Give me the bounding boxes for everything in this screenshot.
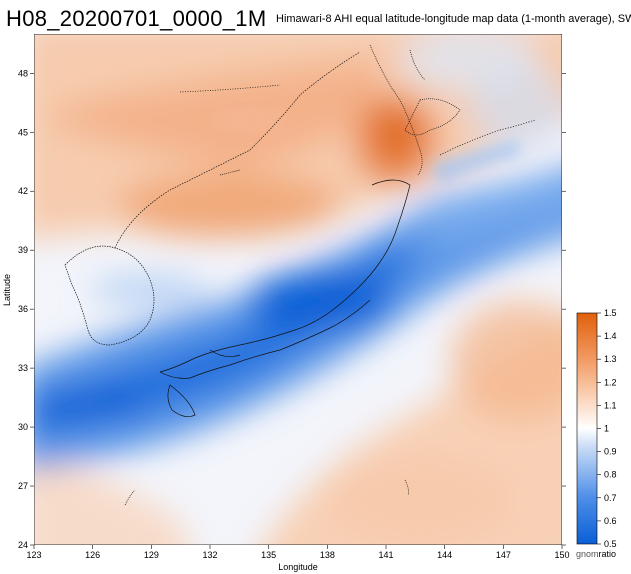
colorbar-label: gnomratio (576, 549, 616, 559)
y-axis-label: Latitude (2, 274, 12, 306)
lat-tick-label: 45 (18, 127, 28, 137)
lat-tick-label: 42 (18, 186, 28, 196)
colorbar-gradient (576, 312, 598, 545)
lat-tick-label: 24 (18, 540, 28, 550)
lon-tick-label: 150 (554, 550, 569, 560)
ratio-field (34, 34, 562, 545)
coastlines (64, 44, 536, 506)
colorbar-tick-label: 0.6 (604, 516, 617, 526)
lon-tick-label: 129 (144, 550, 159, 560)
colorbar-tick-label: 1.2 (604, 377, 617, 387)
axis-lat: 24 27 30 33 36 39 42 45 48 (18, 68, 566, 550)
map-subtitle: Himawari-8 AHI equal latitude-longitude … (276, 13, 631, 25)
colorbar-tick-label: 1.4 (604, 331, 617, 341)
colorbar-ticks: 1.5 1.4 1.3 1.2 1.1 1 0.9 0.8 0.7 0.6 0.5 (597, 308, 617, 549)
colorbar-tick-label: 0.9 (604, 447, 617, 457)
lon-tick-label: 141 (378, 550, 393, 560)
lat-tick-label: 48 (18, 68, 28, 78)
x-axis-label: Longitude (278, 562, 318, 572)
colorbar-tick-label: 1.5 (604, 308, 617, 318)
colorbar-tick-label: 0.7 (604, 493, 617, 503)
map-plot-area (34, 34, 562, 545)
map-title: H08_20200701_0000_1M (6, 6, 267, 31)
lat-tick-label: 36 (18, 304, 28, 314)
colorbar: 1.5 1.4 1.3 1.2 1.1 1 0.9 0.8 0.7 0.6 0.5 gnomrati… (576, 308, 617, 559)
lon-tick-label: 132 (202, 550, 217, 560)
lon-tick-label: 123 (26, 550, 41, 560)
lat-tick-label: 39 (18, 245, 28, 255)
colorbar-tick-label: 0.5 (604, 539, 617, 549)
lon-tick-label: 147 (496, 550, 511, 560)
axis-lon: 123 126 129 132 135 138 141 144 147 150 (26, 545, 570, 560)
lon-tick-label: 138 (320, 550, 335, 560)
lon-tick-label: 135 (261, 550, 276, 560)
lat-tick-label: 33 (18, 363, 28, 373)
colorbar-tick-label: 1 (604, 424, 609, 434)
colorbar-tick-label: 0.8 (604, 470, 617, 480)
lat-tick-label: 30 (18, 422, 28, 432)
lon-tick-label: 144 (437, 550, 452, 560)
lat-tick-label: 27 (18, 481, 28, 491)
colorbar-tick-label: 1.3 (604, 354, 617, 364)
lon-tick-label: 126 (85, 550, 100, 560)
colorbar-tick-label: 1.1 (604, 400, 617, 410)
